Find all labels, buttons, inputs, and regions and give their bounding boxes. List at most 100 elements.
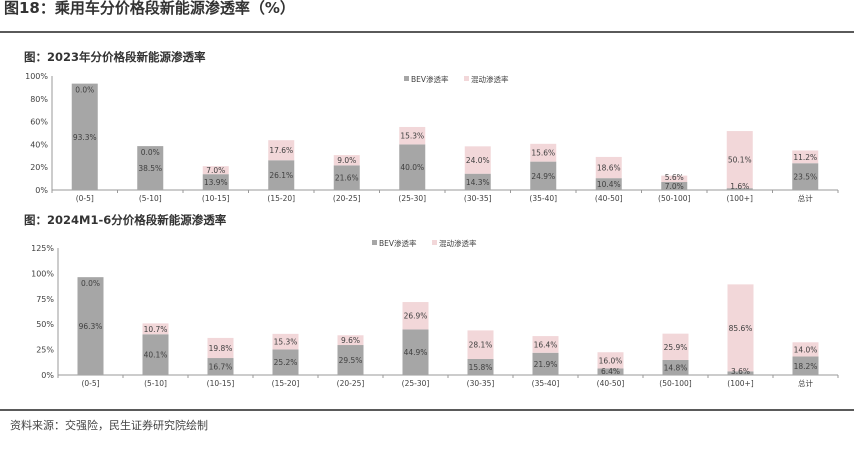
x-tick-label: (15-20] xyxy=(272,379,300,388)
chart-2023-penetration: 0% 20% 40% 60% 80% 100% BEV渗透率 混动渗透率 93.3% 0.0% (0… xyxy=(25,72,839,203)
bar-bev xyxy=(530,161,557,190)
data-label-hybrid: 19.8% xyxy=(209,344,233,353)
bar-bev xyxy=(399,144,426,190)
bar-hybrid xyxy=(337,335,364,346)
top-divider xyxy=(0,31,854,33)
bar-hybrid xyxy=(595,156,622,179)
chart-2-title: 图：2024M1-6分价格段新能源渗透率 xyxy=(24,213,227,227)
bar-hybrid xyxy=(661,175,688,183)
bar-bev xyxy=(77,277,104,375)
legend-swatch-bev xyxy=(404,76,409,81)
bar-hybrid xyxy=(268,140,295,161)
bar-hybrid xyxy=(726,131,753,189)
data-label-bev: 16.7% xyxy=(209,363,233,372)
bar-bev xyxy=(726,188,753,190)
y-tick-label: 75% xyxy=(36,295,54,304)
bar-hybrid xyxy=(142,323,169,335)
data-label-bev: 96.3% xyxy=(79,322,103,331)
x-tick-label: (25-30] xyxy=(398,194,426,203)
bar-bev xyxy=(268,160,295,190)
data-label-hybrid: 0.0% xyxy=(141,148,160,157)
data-label-hybrid: 17.6% xyxy=(269,146,293,155)
bar-hybrid xyxy=(464,146,491,174)
legend-swatch-hybrid xyxy=(432,240,437,245)
bar-hybrid xyxy=(532,336,559,353)
data-label-bev: 23.5% xyxy=(793,173,817,182)
data-label-bev: 1.6% xyxy=(730,182,749,191)
x-tick-label: (20-25] xyxy=(333,194,361,203)
bar-hybrid xyxy=(727,284,754,372)
data-label-bev: 29.5% xyxy=(339,356,363,365)
x-tick-label: (10-15] xyxy=(202,194,230,203)
y-tick-label: 125% xyxy=(31,244,54,253)
bar-bev xyxy=(532,352,559,375)
data-label-hybrid: 14.0% xyxy=(794,345,818,354)
bar-bev xyxy=(402,329,429,375)
bar-bev xyxy=(464,173,491,190)
data-label-bev: 26.1% xyxy=(269,171,293,180)
data-label-bev: 44.9% xyxy=(404,348,428,357)
x-tick-label: (35-40] xyxy=(532,379,560,388)
bar-hybrid xyxy=(467,330,494,359)
data-label-bev: 14.8% xyxy=(664,363,688,372)
bar-bev xyxy=(467,358,494,375)
data-label-bev: 40.0% xyxy=(400,163,424,172)
data-label-hybrid: 0.0% xyxy=(75,86,94,95)
bar-hybrid xyxy=(597,352,624,369)
bar-bev xyxy=(662,359,689,375)
legend: BEV渗透率 混动渗透率 xyxy=(404,74,509,84)
data-label-hybrid: 5.6% xyxy=(665,173,684,182)
x-tick-label: (50-100] xyxy=(658,194,690,203)
legend-label-bev: BEV渗透率 xyxy=(379,238,417,248)
y-tick-label: 100% xyxy=(31,269,54,278)
x-tick-label: (25-30] xyxy=(402,379,430,388)
legend-label-hybrid: 混动渗透率 xyxy=(471,74,509,84)
x-tick-label: 总计 xyxy=(798,193,813,203)
y-tick-label: 25% xyxy=(36,346,54,355)
legend-swatch-bev xyxy=(372,240,377,245)
bar-hybrid xyxy=(399,126,426,145)
data-label-hybrid: 7.0% xyxy=(206,166,225,175)
legend-label-hybrid: 混动渗透率 xyxy=(439,238,477,248)
x-tick-label: (15-20] xyxy=(267,194,295,203)
legend-swatch-hybrid xyxy=(464,76,469,81)
data-label-bev: 24.9% xyxy=(531,172,555,181)
data-label-bev: 13.9% xyxy=(204,178,228,187)
y-tick-label: 50% xyxy=(36,320,54,329)
y-tick-label: 20% xyxy=(30,163,48,172)
bar-hybrid xyxy=(402,302,429,330)
x-tick-label: (40-50] xyxy=(595,194,623,203)
bar-hybrid xyxy=(207,337,234,359)
x-tick-label: (40-50] xyxy=(597,379,625,388)
x-tick-label: (20-25] xyxy=(337,379,365,388)
bar-bev xyxy=(595,178,622,190)
data-label-bev: 38.5% xyxy=(138,164,162,173)
data-label-hybrid: 26.9% xyxy=(404,312,428,321)
data-label-bev: 10.4% xyxy=(597,180,621,189)
bar-hybrid xyxy=(202,166,229,175)
data-label-hybrid: 15.6% xyxy=(531,149,555,158)
source-note: 资料来源：交强险，民生证券研究院绘制 xyxy=(10,419,208,432)
x-tick-label: (50-100] xyxy=(659,379,691,388)
bar-hybrid xyxy=(272,333,299,350)
y-tick-label: 0% xyxy=(41,371,54,380)
data-label-hybrid: 15.3% xyxy=(274,338,298,347)
data-label-hybrid: 10.7% xyxy=(144,325,168,334)
bar-hybrid xyxy=(792,150,819,164)
x-tick-label: 总计 xyxy=(798,378,813,388)
data-label-hybrid: 24.0% xyxy=(466,156,490,165)
chart-2024h1-penetration: 0% 25% 50% 75% 100% 125% BEV渗透率 混动渗透率 96.3% 0.0% (… xyxy=(31,238,839,388)
x-tick-label: (0-5] xyxy=(81,379,99,388)
data-label-bev: 3.6% xyxy=(731,367,750,376)
y-tick-label: 100% xyxy=(25,72,48,81)
data-label-bev: 25.2% xyxy=(274,358,298,367)
data-label-hybrid: 0.0% xyxy=(81,279,100,288)
x-tick-label: (5-10] xyxy=(144,379,167,388)
data-label-bev: 21.9% xyxy=(534,360,558,369)
x-tick-label: (5-10] xyxy=(139,194,162,203)
bar-bev xyxy=(727,371,754,375)
data-label-hybrid: 18.6% xyxy=(597,164,621,173)
data-label-hybrid: 11.2% xyxy=(793,153,817,162)
bar-bev xyxy=(272,349,299,375)
chart-1-title: 图：2023年分价格段新能源渗透率 xyxy=(24,50,206,64)
